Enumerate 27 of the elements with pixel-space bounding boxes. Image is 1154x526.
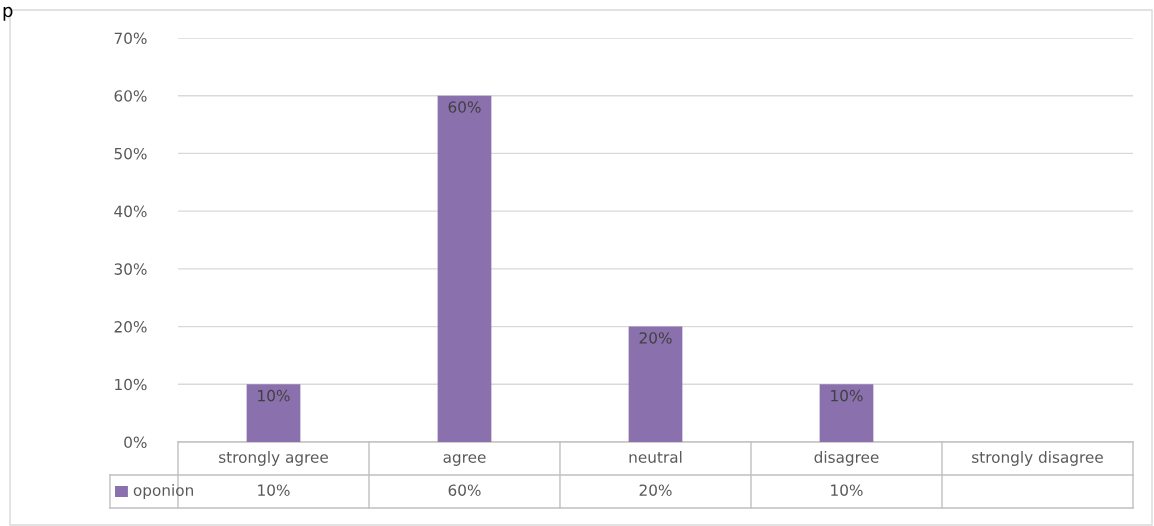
data-label: 20% (639, 484, 672, 496)
bar (437, 95, 492, 442)
y-tick-label: 10% (115, 378, 147, 391)
x-tick-label: disagree (814, 451, 879, 466)
x-tick-label: strongly disagree (972, 451, 1103, 466)
y-tick-label: 50% (114, 147, 147, 160)
x-tick-label: neutral (629, 451, 682, 463)
data-label: 10% (258, 484, 290, 496)
data-label: 10% (831, 484, 863, 496)
y-tick-label: 70% (114, 32, 147, 45)
text: 20% (639, 332, 672, 344)
bar (819, 384, 874, 442)
x-tick-label: strongly agree (219, 451, 328, 466)
y-tick-label: 0% (124, 436, 147, 449)
data-label: 60% (448, 484, 481, 496)
x-tick-label: agree (443, 454, 486, 466)
text: 10% (258, 389, 290, 402)
bar (628, 326, 683, 442)
y-tick-label: 30% (114, 263, 147, 275)
text: 10% (831, 389, 863, 402)
text: 60% (448, 101, 481, 113)
bar (246, 384, 301, 442)
text: p (3, 6, 13, 21)
y-tick-label: 40% (114, 205, 147, 218)
y-tick-label: 20% (114, 321, 147, 333)
y-tick-label: 60% (114, 90, 147, 102)
legend-label: oponion (133, 484, 193, 499)
